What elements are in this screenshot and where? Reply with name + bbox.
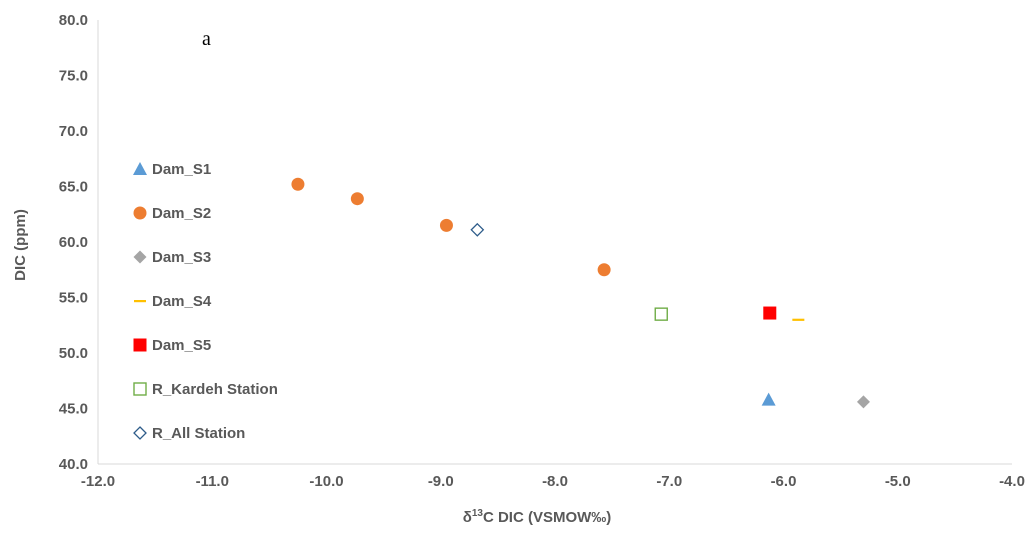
legend: Dam_S1 Dam_S2 Dam_S3 Dam_S4 Dam_S5 R_Kardeh S…	[133, 161, 278, 442]
panel-label: a	[202, 28, 211, 50]
data-point	[597, 263, 611, 277]
data-point	[856, 395, 870, 409]
x-tick-label: -8.0	[542, 473, 568, 490]
x-tick-label: -6.0	[771, 473, 797, 490]
data-point	[654, 307, 668, 321]
legend-item: Dam_S3	[133, 249, 211, 266]
legend-label: Dam_S4	[152, 293, 212, 310]
legend-marker	[133, 382, 147, 396]
x-tick-label: -5.0	[885, 473, 911, 490]
legend-item: Dam_S1	[133, 161, 211, 178]
x-axis-title: δ13C DIC (VSMOW‰)	[463, 508, 612, 526]
legend-item: Dam_S2	[133, 205, 211, 222]
y-tick-label: 40.0	[59, 456, 88, 473]
legend-marker	[133, 426, 147, 440]
legend-item: R_All Station	[133, 425, 245, 442]
y-tick-labels: 40.0 45.0 50.0 55.0 60.0 65.0 70.0 75.0 80.0	[59, 12, 88, 473]
data-point	[350, 192, 364, 206]
legend-label: Dam_S5	[152, 337, 211, 354]
data-point	[792, 318, 805, 321]
x-tick-labels: -12.0 -11.0 -10.0 -9.0 -8.0 -7.0 -6.0 -5.0 -4.0	[81, 473, 1025, 490]
legend-marker	[133, 162, 147, 175]
x-tick-label: -10.0	[309, 473, 343, 490]
legend-marker	[133, 250, 147, 264]
axes	[97, 20, 1012, 465]
data-point	[470, 222, 485, 237]
data-point	[763, 306, 777, 320]
x-tick-label: -7.0	[656, 473, 682, 490]
legend-label: Dam_S2	[152, 205, 211, 222]
y-tick-label: 60.0	[59, 234, 88, 251]
x-tick-label: -12.0	[81, 473, 115, 490]
data-point	[761, 392, 776, 406]
x-tick-label: -9.0	[428, 473, 454, 490]
legend-label: Dam_S3	[152, 249, 211, 266]
legend-marker	[133, 206, 147, 220]
y-axis-title: DIC (ppm)	[12, 209, 29, 281]
legend-item: R_Kardeh Station	[133, 381, 278, 398]
x-tick-label: -11.0	[196, 473, 229, 490]
x-tick-label: -4.0	[999, 473, 1025, 490]
y-tick-label: 80.0	[59, 12, 88, 29]
legend-label: R_All Station	[152, 425, 245, 442]
data-points	[291, 177, 870, 409]
legend-marker	[133, 338, 147, 352]
data-point	[291, 177, 305, 191]
y-tick-label: 70.0	[59, 123, 88, 140]
y-tick-label: 45.0	[59, 401, 88, 418]
legend-item: Dam_S4	[134, 293, 212, 310]
y-tick-label: 50.0	[59, 345, 88, 362]
data-point	[439, 218, 453, 232]
legend-marker	[134, 300, 146, 303]
y-tick-label: 65.0	[59, 179, 88, 196]
legend-label: Dam_S1	[152, 161, 211, 178]
y-tick-label: 75.0	[59, 68, 88, 85]
legend-item: Dam_S5	[133, 337, 211, 354]
y-tick-label: 55.0	[59, 290, 88, 307]
legend-label: R_Kardeh Station	[152, 381, 278, 398]
